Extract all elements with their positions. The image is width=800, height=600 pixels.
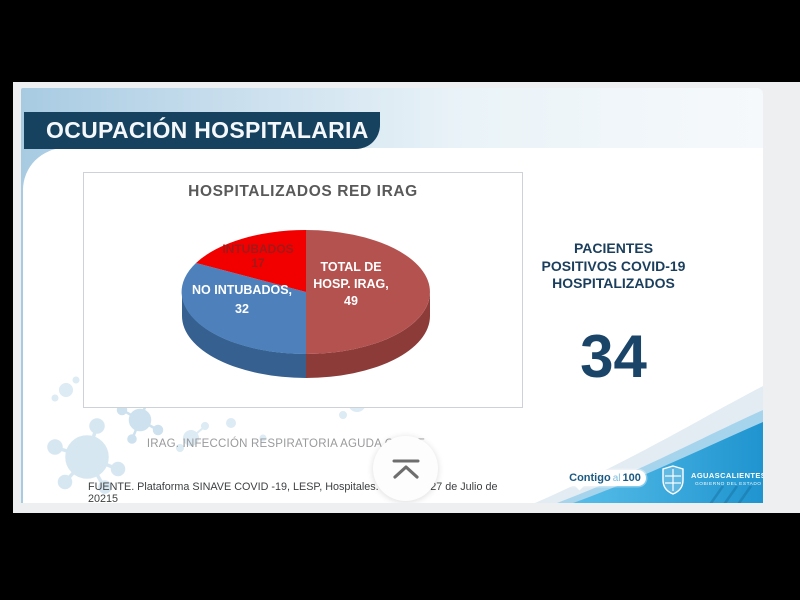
contigo-logo-text: Contigo: [569, 472, 611, 484]
pie-label-line: 17: [251, 256, 265, 270]
stat-label-line: POSITIVOS COVID-19: [541, 257, 686, 274]
pie-label-total: TOTAL DE HOSP. IRAG, 49: [276, 259, 426, 310]
pie-label-line: 32: [235, 302, 249, 316]
pie-label-line: HOSP. IRAG,: [313, 277, 389, 291]
irag-footnote: IRAG. INFECCIÓN RESPIRATORIA AGUDA GRAVE: [146, 438, 426, 450]
contigo-logo-text: 100: [622, 472, 641, 484]
pie-label-line: NO INTUBADOS,: [192, 283, 292, 297]
pie-label-line: INTUBADOS: [222, 242, 294, 256]
slide-background: OCUPACIÓN HOSPITALARIA HOSPITALIZADOS RE…: [13, 82, 800, 513]
stat-label-line: PACIENTES: [573, 240, 654, 256]
pie-label-line: TOTAL DE: [320, 260, 382, 274]
contigo-logo-text: al: [612, 472, 621, 484]
stat-value: 34: [580, 323, 647, 390]
pie-chart: [181, 229, 430, 378]
pie-side-no-intubados: [182, 292, 306, 378]
stat-label: PACIENTES POSITIVOS COVID-19 HOSPITALIZA…: [511, 240, 716, 293]
chart-title: HOSPITALIZADOS RED IRAG: [188, 183, 418, 200]
pie-slice-total: [306, 230, 430, 354]
slide-title-banner: OCUPACIÓN HOSPITALARIA: [24, 112, 380, 149]
source-footnote: FUENTE. Plataforma SINAVE COVID -19, LES…: [88, 481, 498, 503]
pie-side-total: [306, 292, 430, 378]
chart-panel: HOSPITALIZADOS RED IRAG INTUBADOS 17 TOT…: [83, 172, 523, 408]
footer-wave-decoration: [535, 386, 763, 503]
government-logo: AGUASCALIENTES GOBIERNO DEL ESTADO: [691, 471, 763, 487]
pie-label-intubados: INTUBADOS 17: [196, 242, 320, 270]
chevron-up-overline-icon: [392, 459, 419, 479]
slide: OCUPACIÓN HOSPITALARIA HOSPITALIZADOS RE…: [21, 88, 763, 503]
pie-label-line: 49: [344, 294, 358, 308]
pie-slice-no-intubados: [181, 263, 306, 355]
stat-label-line: HOSPITALIZADOS: [552, 275, 675, 291]
aguascalientes-crest-icon: [662, 465, 684, 495]
collapse-button[interactable]: [373, 436, 438, 501]
contigo-al-100-logo: Contigo al 100: [564, 470, 646, 486]
slide-title: OCUPACIÓN HOSPITALARIA: [46, 117, 369, 143]
government-name: AGUASCALIENTES: [691, 471, 763, 480]
pie-slice-intubados: [196, 229, 306, 292]
diagonal-stripes-decoration: [709, 486, 753, 503]
government-subtitle: GOBIERNO DEL ESTADO: [695, 481, 762, 487]
pie-label-no-intubados: NO INTUBADOS, 32: [162, 281, 322, 319]
